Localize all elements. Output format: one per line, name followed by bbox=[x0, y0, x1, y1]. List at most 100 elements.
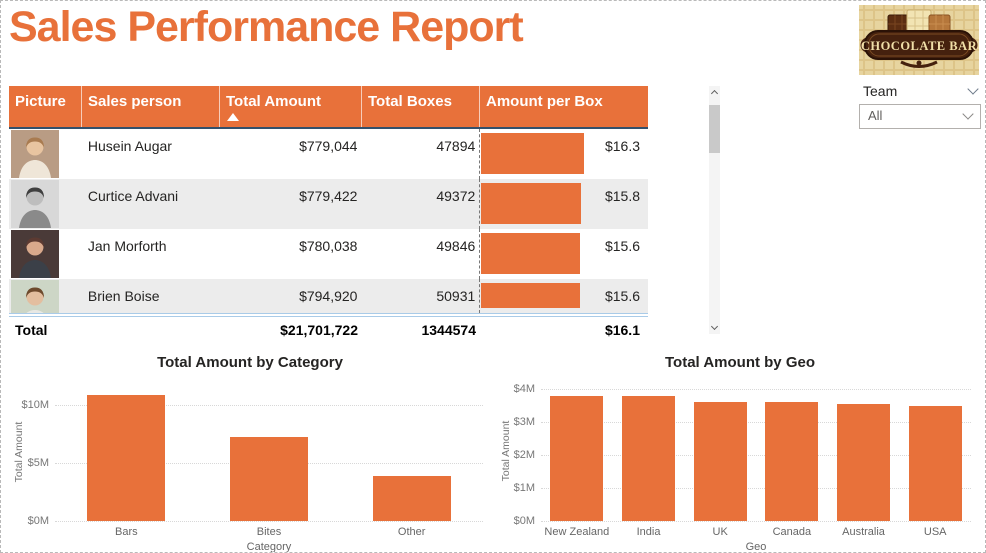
amount-per-box-value: $15.8 bbox=[604, 188, 641, 204]
bar-australia[interactable] bbox=[836, 403, 890, 521]
amount-per-box-value: $15.6 bbox=[604, 288, 641, 304]
total-boxes-value: 1344574 bbox=[421, 322, 476, 338]
total-amount-per-box-value: $16.1 bbox=[604, 322, 640, 338]
column-header-total-boxes[interactable]: Total Boxes bbox=[362, 86, 480, 127]
y-axis-tick-label: $0M bbox=[513, 515, 535, 527]
column-header-amount-per-box[interactable]: Amount per Box bbox=[486, 93, 603, 110]
scroll-up-button[interactable] bbox=[709, 86, 720, 99]
total-amount-cell: $779,044 bbox=[299, 138, 358, 154]
amount-per-box-cell: $15.6 bbox=[479, 279, 648, 313]
bar-usa[interactable] bbox=[908, 406, 962, 521]
gridline bbox=[55, 521, 483, 522]
gridline bbox=[55, 404, 483, 406]
amount-per-box-cell: $16.3 bbox=[479, 129, 648, 179]
salesperson-photo bbox=[9, 129, 82, 179]
bar-bites[interactable] bbox=[229, 437, 308, 521]
total-amount-value: $21,701,722 bbox=[280, 322, 358, 338]
amount-per-box-cell: $15.6 bbox=[479, 229, 648, 279]
x-axis-tick-label: Australia bbox=[842, 526, 885, 538]
amount-per-box-value: $16.3 bbox=[604, 138, 641, 154]
total-boxes-cell: 47894 bbox=[436, 138, 476, 154]
gridline bbox=[541, 488, 971, 489]
chart-total-amount-by-geo: Total Amount by Geo Total Amount $0M $1M $… bbox=[500, 346, 979, 553]
x-axis-tick-label: New Zealand bbox=[544, 526, 610, 538]
logo-text: CHOCOLATE BAR bbox=[861, 39, 978, 53]
table-row[interactable]: Curtice Advani $779,422 49372 $15.8 bbox=[9, 179, 648, 229]
x-axis-category-labels: New Zealand India UK Canada Australia USA bbox=[541, 526, 971, 538]
amount-per-box-cell: $15.8 bbox=[479, 179, 648, 229]
salesperson-name: Curtice Advani bbox=[87, 188, 179, 204]
scrollbar-thumb[interactable] bbox=[709, 105, 720, 153]
amount-per-box-data-bar bbox=[481, 133, 585, 174]
salesperson-name: Jan Morforth bbox=[87, 238, 167, 254]
column-header-picture[interactable]: Picture bbox=[9, 86, 82, 127]
sort-ascending-icon bbox=[227, 113, 239, 121]
y-axis-tick-label: $3M bbox=[513, 416, 535, 428]
table-row[interactable]: Jan Morforth $780,038 49846 $15.6 bbox=[9, 229, 648, 279]
table-header-row: Picture Sales person Total Amount Total Box… bbox=[9, 86, 648, 129]
x-axis-tick-label: Other bbox=[397, 526, 426, 538]
team-dropdown-value: All bbox=[868, 108, 883, 123]
total-spacer bbox=[82, 322, 220, 346]
x-axis-category-labels: Bars Bites Other bbox=[55, 526, 483, 538]
table-scrollbar[interactable] bbox=[709, 86, 720, 334]
gridline bbox=[541, 521, 971, 522]
team-dropdown[interactable]: All bbox=[859, 104, 981, 129]
amount-per-box-value: $15.6 bbox=[604, 238, 641, 254]
y-axis-tick-label: $0M bbox=[27, 515, 49, 527]
y-axis-tick-label: $4M bbox=[513, 383, 535, 395]
total-boxes-cell: 49846 bbox=[436, 238, 476, 254]
column-header-sales-person[interactable]: Sales person bbox=[82, 86, 220, 127]
bar-new-zealand[interactable] bbox=[550, 395, 604, 521]
salesperson-name: Brien Boise bbox=[87, 288, 160, 304]
bars-container bbox=[541, 384, 971, 521]
bar-india[interactable] bbox=[621, 396, 675, 521]
chocolate-bar-logo-image: CHOCOLATE BAR bbox=[859, 5, 979, 75]
salesperson-photo bbox=[9, 179, 82, 229]
y-axis-tick-label: $2M bbox=[513, 449, 535, 461]
y-axis-tick-label: $5M bbox=[27, 456, 49, 469]
scroll-down-button[interactable] bbox=[709, 321, 720, 334]
y-axis-title: Total Amount bbox=[13, 421, 25, 483]
table-total-row: Total $21,701,722 1344574 $16.1 bbox=[9, 316, 648, 346]
x-axis-tick-label: Bars bbox=[115, 526, 138, 538]
bars-container bbox=[55, 386, 483, 521]
bar-canada[interactable] bbox=[765, 402, 819, 521]
column-header-total-amount[interactable]: Total Amount bbox=[220, 86, 362, 127]
table-row[interactable]: Brien Boise $794,920 50931 $15.6 bbox=[9, 279, 648, 313]
chocolate-bar-logo: CHOCOLATE BAR bbox=[859, 5, 979, 75]
sales-table: Picture Sales person Total Amount Total Box… bbox=[9, 86, 648, 346]
gridline bbox=[541, 422, 971, 423]
bar-other[interactable] bbox=[372, 475, 451, 521]
chart-total-amount-by-category: Total Amount by Category Total Amount $0… bbox=[9, 346, 491, 552]
x-axis-tick-label: USA bbox=[923, 526, 947, 538]
salesperson-photo bbox=[9, 279, 82, 313]
gridline bbox=[541, 389, 971, 390]
total-boxes-cell: 50931 bbox=[436, 288, 476, 304]
total-amount-cell: $794,920 bbox=[299, 288, 358, 304]
amount-per-box-data-bar bbox=[481, 183, 582, 224]
team-slicer: Team All bbox=[859, 81, 981, 129]
y-axis-tick-label: $1M bbox=[513, 482, 535, 494]
x-axis-title: Geo bbox=[745, 541, 767, 553]
y-axis-tick-label: $10M bbox=[21, 398, 49, 411]
gridline bbox=[541, 455, 971, 456]
x-axis-tick-label: Bites bbox=[256, 526, 282, 538]
table-body: Husein Augar $779,044 47894 $16.3 Curtice Ad… bbox=[9, 129, 648, 314]
chevron-down-icon[interactable] bbox=[967, 83, 979, 95]
bar-uk[interactable] bbox=[693, 401, 747, 521]
chocolate-bars-graphic bbox=[887, 9, 951, 35]
slicer-header: Team bbox=[859, 81, 981, 104]
total-boxes-cell: 49372 bbox=[436, 188, 476, 204]
total-label: Total bbox=[15, 322, 48, 338]
x-axis-tick-label: India bbox=[636, 526, 661, 538]
amount-per-box-data-bar bbox=[481, 233, 581, 274]
bar-bars[interactable] bbox=[87, 395, 166, 521]
table-row[interactable]: Husein Augar $779,044 47894 $16.3 bbox=[9, 129, 648, 179]
logo-banner bbox=[860, 30, 978, 68]
chevron-down-icon bbox=[962, 107, 974, 120]
x-axis-tick-label: Canada bbox=[772, 526, 812, 538]
salesperson-photo bbox=[9, 229, 82, 279]
chevron-down-icon bbox=[710, 322, 719, 331]
